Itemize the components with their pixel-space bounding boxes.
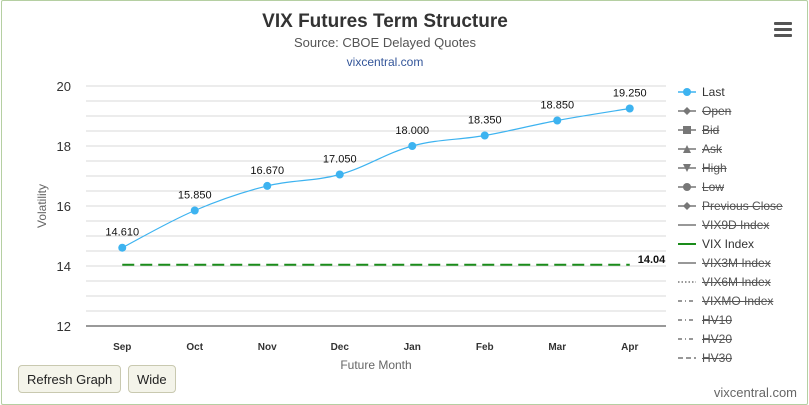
- x-tick-label: Dec: [331, 342, 350, 353]
- chart-grid: [86, 85, 666, 327]
- last-data-label: 18.850: [540, 100, 574, 112]
- legend-label: Open: [702, 103, 732, 118]
- legend-label: Last: [702, 84, 725, 99]
- chart-subtitle: Source: CBOE Delayed Quotes: [293, 35, 477, 50]
- menu-bar: [774, 22, 792, 25]
- legend-label: HV30: [702, 350, 733, 365]
- legend-item-previous-close[interactable]: Previous Close: [678, 196, 803, 215]
- last-data-label: 16.670: [250, 165, 284, 177]
- legend-symbol-icon: [678, 318, 696, 321]
- wide-button[interactable]: Wide: [128, 365, 176, 393]
- chart-context-menu-icon[interactable]: [774, 22, 792, 38]
- chart-series: 14.04 14.610 15.850 16.670 17.050 18.000 18.35…: [105, 88, 666, 266]
- legend-symbol-icon: [678, 125, 696, 134]
- y-axis-label: Volatility: [35, 184, 49, 228]
- menu-bar: [774, 34, 792, 37]
- legend-label: Previous Close: [702, 198, 783, 213]
- y-tick-label: 12: [57, 319, 71, 334]
- y-tick-label: 14: [57, 259, 71, 274]
- last-data-point: [335, 170, 344, 179]
- x-tick-label: Oct: [186, 342, 203, 353]
- legend-item-low[interactable]: Low: [678, 177, 803, 196]
- legend-item-vixmo-index[interactable]: VIXMO Index: [678, 291, 803, 310]
- legend-symbol-icon: [678, 242, 696, 245]
- legend-item-ask[interactable]: Ask: [678, 139, 803, 158]
- footer-credit: vixcentral.com: [713, 385, 797, 400]
- x-tick-label: Apr: [621, 342, 638, 353]
- y-tick-label: 18: [57, 139, 71, 154]
- legend-label: VIX3M Index: [702, 255, 771, 270]
- legend-item-vix9d-index[interactable]: VIX9D Index: [678, 215, 803, 234]
- legend-item-open[interactable]: Open: [678, 101, 803, 120]
- x-tick-label: Nov: [258, 342, 277, 353]
- x-axis-label: Future Month: [340, 358, 411, 372]
- legend-item-hv10[interactable]: HV10: [678, 310, 803, 329]
- last-data-label: 15.850: [178, 190, 212, 202]
- last-data-point: [190, 206, 199, 215]
- legend-symbol-icon: [678, 280, 696, 283]
- legend-label: HV20: [702, 331, 733, 346]
- chart-legend: Last Open Bid Ask High Low Previous Close VIX9D…: [678, 82, 803, 367]
- last-data-label: 14.610: [105, 227, 139, 239]
- legend-label: VIX Index: [702, 236, 755, 251]
- legend-item-high[interactable]: High: [678, 158, 803, 177]
- y-tick-label: 20: [57, 79, 71, 94]
- chart-title: VIX Futures Term Structure: [262, 11, 508, 32]
- last-data-point: [625, 104, 634, 113]
- legend-symbol-icon: [678, 223, 696, 226]
- legend-label: High: [702, 160, 727, 175]
- menu-bar: [774, 28, 792, 31]
- y-tick-label: 16: [57, 199, 71, 214]
- last-data-label: 18.350: [468, 115, 502, 127]
- legend-symbol-icon: [678, 261, 696, 264]
- last-series-line: [121, 107, 630, 249]
- x-tick-label: Sep: [113, 342, 131, 353]
- legend-item-vix3m-index[interactable]: VIX3M Index: [678, 253, 803, 272]
- legend-symbol-icon: [678, 356, 696, 359]
- legend-symbol-icon: [678, 201, 696, 210]
- legend-item-vix-index[interactable]: VIX Index: [678, 234, 803, 253]
- legend-label: VIX9D Index: [702, 217, 770, 232]
- legend-label: VIX6M Index: [702, 274, 771, 289]
- legend-symbol-icon: [678, 299, 696, 302]
- legend-symbol-icon: [678, 87, 696, 96]
- legend-label: VIXMO Index: [702, 293, 774, 308]
- last-data-label: 17.050: [323, 154, 357, 166]
- legend-item-vix6m-index[interactable]: VIX6M Index: [678, 272, 803, 291]
- refresh-graph-button[interactable]: Refresh Graph: [18, 365, 122, 393]
- legend-item-hv30[interactable]: HV30: [678, 348, 803, 367]
- vix-index-label: 14.04: [638, 254, 666, 266]
- last-data-point: [263, 181, 272, 190]
- x-axis-ticks: Sep Oct Nov Dec Jan Feb Mar Apr: [113, 342, 638, 353]
- x-tick-label: Jan: [404, 342, 421, 353]
- x-tick-label: Mar: [548, 342, 566, 353]
- y-axis-ticks: 12 14 16 18 20: [57, 79, 71, 334]
- legend-item-hv20[interactable]: HV20: [678, 329, 803, 348]
- legend-symbol-icon: [678, 144, 696, 153]
- legend-symbol-icon: [678, 106, 696, 115]
- legend-label: Bid: [702, 122, 720, 137]
- legend-label: HV10: [702, 312, 733, 327]
- x-tick-label: Feb: [476, 342, 494, 353]
- legend-symbol-icon: [678, 337, 696, 340]
- last-data-point: [408, 142, 417, 150]
- last-data-point: [553, 116, 562, 125]
- legend-symbol-icon: [678, 182, 696, 191]
- legend-symbol-icon: [678, 163, 696, 172]
- last-data-label: 19.250: [613, 88, 647, 100]
- chart-credit-link[interactable]: vixcentral.com: [346, 55, 424, 69]
- last-data-point: [480, 131, 489, 140]
- legend-label: Low: [702, 179, 725, 194]
- last-data-point: [118, 243, 127, 252]
- legend-item-bid[interactable]: Bid: [678, 120, 803, 139]
- legend-item-last[interactable]: Last: [678, 82, 803, 101]
- legend-label: Ask: [702, 141, 723, 156]
- last-data-label: 18.000: [395, 125, 429, 137]
